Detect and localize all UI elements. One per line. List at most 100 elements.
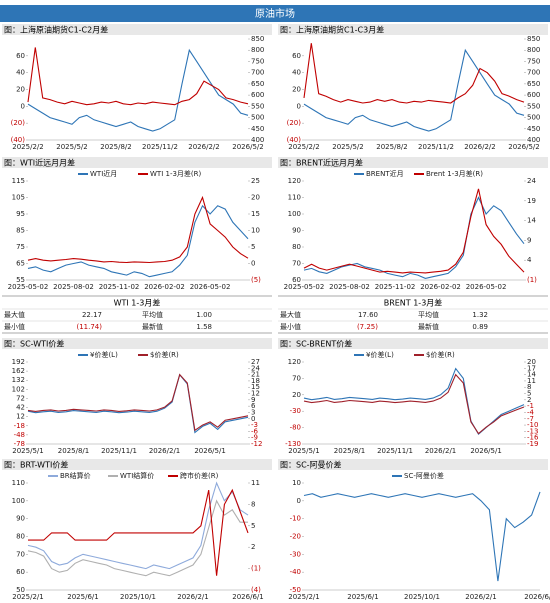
- legend-label: SC-阿曼价差: [404, 471, 444, 480]
- legend-label: BR结算价: [60, 471, 91, 480]
- series-line: [27, 195, 249, 264]
- y-tick-label: 100: [12, 497, 25, 505]
- x-tick-label: 2025/11/1: [377, 447, 413, 455]
- x-tick-label: 2025-05-02: [8, 283, 49, 291]
- x-tick-label: 2025/10/1: [120, 593, 156, 601]
- y-tick-label: 102: [12, 385, 25, 393]
- y-tick-label: 90: [292, 227, 301, 235]
- y2-tick-label: 21: [251, 371, 260, 379]
- y-tick-label: -20: [290, 533, 301, 541]
- y2-tick-label: 20: [527, 358, 536, 366]
- y-tick-label: -50: [290, 586, 301, 594]
- y-tick-label: 110: [12, 479, 25, 487]
- y2-tick-label: 800: [251, 46, 264, 54]
- y2-tick-label: 8: [251, 500, 255, 508]
- y-tick-label: 40: [292, 69, 301, 77]
- x-tick-label: 2025/5/1: [12, 447, 43, 455]
- x-tick-label: 2025/10/1: [404, 593, 440, 601]
- y-tick-label: 132: [12, 376, 25, 384]
- y-tick-label: -78: [14, 440, 25, 448]
- y-tick-label: 192: [12, 358, 25, 366]
- y-tick-label: 95: [16, 210, 25, 218]
- y-tick-label: 50: [16, 586, 25, 594]
- y-tick-label: -130: [285, 440, 301, 448]
- table-cell: 17.60: [358, 311, 378, 319]
- series-line: [27, 48, 249, 132]
- title-bar: [2, 459, 272, 470]
- y-tick-label: (20): [287, 119, 302, 127]
- x-tick-label: 2026-05-02: [190, 283, 231, 291]
- series-line: [27, 481, 249, 570]
- y2-tick-label: 550: [527, 102, 540, 110]
- y-tick-label: 55: [16, 276, 25, 284]
- y-tick-label: 70: [292, 260, 301, 268]
- table-title: BRENT 1-3月差: [384, 298, 443, 308]
- y-tick-label: (40): [287, 136, 302, 144]
- legend-label: WTI 1-3月差(R): [150, 169, 202, 178]
- series-line: [303, 373, 525, 435]
- y2-tick-label: 5: [251, 522, 255, 530]
- y2-tick-label: -6: [251, 427, 259, 435]
- y2-tick-label: 17: [527, 364, 536, 372]
- y-tick-label: 120: [288, 358, 301, 366]
- chart-title: 图：SC-阿曼价差: [280, 460, 342, 470]
- series-line: [303, 196, 525, 279]
- x-tick-label: 2026/2/1: [177, 593, 208, 601]
- series-line: [27, 47, 249, 106]
- table-title: WTI 1-3月差: [114, 298, 161, 308]
- y2-tick-label: 450: [527, 125, 540, 133]
- y2-tick-label: 700: [527, 69, 540, 77]
- y-tick-label: 60: [16, 568, 25, 576]
- table-cell: 1.32: [472, 311, 488, 319]
- x-tick-label: 2026/2/1: [465, 593, 496, 601]
- series-line: [303, 491, 541, 582]
- x-tick-label: 2025/5/1: [288, 447, 319, 455]
- y-tick-label: (40): [11, 136, 26, 144]
- table-cell: 最大值: [280, 310, 301, 319]
- x-tick-label: 2026-02-02: [144, 283, 185, 291]
- x-tick-label: 2026-02-02: [420, 283, 461, 291]
- y2-tick-label: 8: [527, 383, 531, 391]
- y2-tick-label: 400: [251, 136, 264, 144]
- y2-tick-label: (1): [251, 565, 261, 573]
- y-tick-label: -10: [290, 515, 301, 523]
- y-tick-label: -80: [290, 424, 301, 432]
- y2-tick-label: 500: [251, 114, 264, 122]
- y2-tick-label: 550: [251, 102, 264, 110]
- x-tick-label: 2025/2/1: [288, 593, 319, 601]
- table-cell: 最大值: [4, 310, 25, 319]
- y2-tick-label: 600: [527, 91, 540, 99]
- chart-title: 图：SC-WTI价差: [4, 339, 64, 349]
- y2-tick-label: 750: [251, 57, 264, 65]
- x-tick-label: 2025-11-02: [99, 283, 140, 291]
- y2-tick-label: 19: [527, 197, 536, 205]
- table-cell: 最小值: [4, 322, 25, 331]
- table-cell: 1.58: [196, 323, 212, 331]
- y2-tick-label: 10: [251, 227, 260, 235]
- x-tick-label: 2025/8/1: [334, 447, 365, 455]
- y2-tick-label: -7: [527, 415, 534, 423]
- y-tick-label: 20: [292, 86, 301, 94]
- y-tick-label: -40: [290, 568, 301, 576]
- y2-tick-label: (4): [251, 586, 261, 594]
- y2-tick-label: 800: [527, 46, 540, 54]
- table-cell: 最新值: [418, 322, 439, 331]
- x-tick-label: 2025-05-02: [284, 283, 325, 291]
- legend-label: BRENT近月: [366, 169, 404, 178]
- legend-label: WTI近月: [90, 169, 117, 178]
- y2-tick-label: 4: [527, 256, 532, 264]
- y-tick-label: (20): [11, 119, 26, 127]
- x-tick-label: 2025/8/2: [376, 143, 407, 151]
- legend-label: WTI结算价: [120, 471, 154, 480]
- legend-label: Brent 1-3月差(R): [426, 169, 483, 178]
- y-tick-label: 70: [16, 550, 25, 558]
- y2-tick-label: 14: [527, 217, 536, 225]
- legend-label: $价差(R): [426, 350, 455, 359]
- chart-title: 图：SC-BRENT价差: [280, 339, 352, 349]
- y-tick-label: 70: [292, 374, 301, 382]
- y2-tick-label: -13: [527, 427, 538, 435]
- series-line: [27, 373, 249, 434]
- series-line: [28, 488, 249, 576]
- y-tick-label: -30: [290, 550, 301, 558]
- y2-tick-label: 650: [527, 80, 540, 88]
